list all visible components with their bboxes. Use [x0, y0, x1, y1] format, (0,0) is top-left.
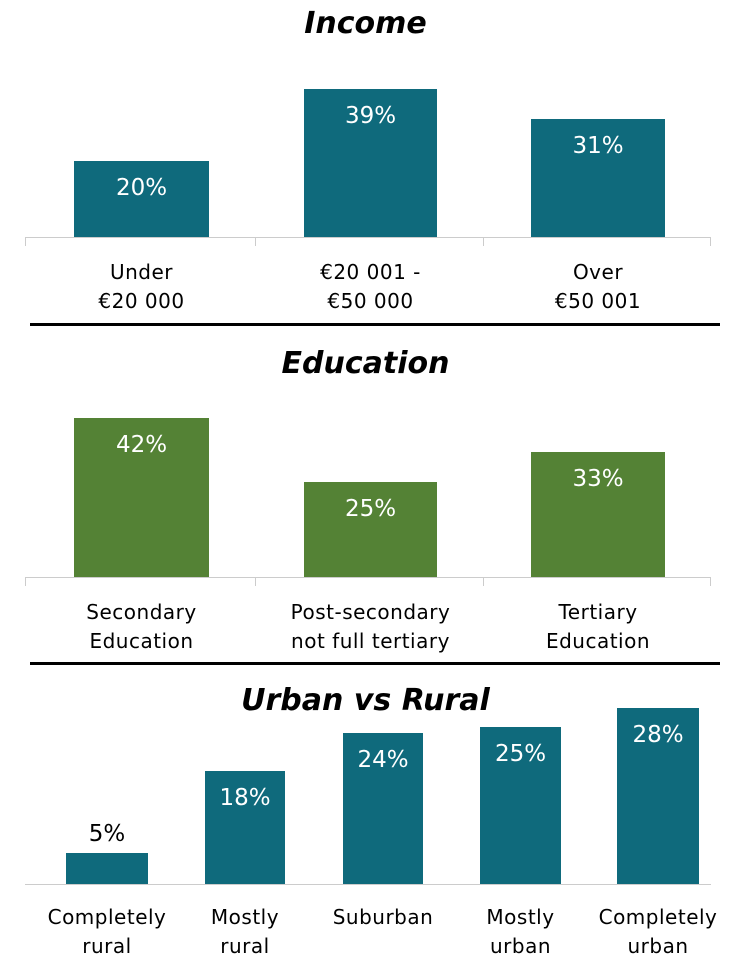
separator: [30, 662, 720, 665]
axis-tick: [255, 237, 256, 246]
value-label: 31%: [572, 133, 624, 160]
bar: [66, 852, 148, 884]
bar: [343, 732, 423, 884]
axis-tick: [710, 577, 711, 586]
category-label: Suburban: [332, 905, 434, 929]
value-label: 25%: [494, 740, 547, 767]
bar: [617, 707, 699, 884]
category-label: Secondary Education: [86, 600, 197, 653]
axis-tick: [483, 577, 484, 586]
bar: [205, 770, 285, 884]
chart-title: Income: [304, 6, 427, 41]
bar: [74, 417, 209, 577]
bar: [304, 482, 437, 577]
axis-line: [25, 577, 711, 578]
value-label: 5%: [88, 820, 126, 847]
chart-title: Urban vs Rural: [241, 683, 490, 718]
bar: [531, 451, 665, 577]
value-label: 20%: [115, 175, 168, 201]
bar: [304, 88, 437, 237]
axis-tick: [25, 237, 26, 246]
axis-tick: [710, 237, 711, 246]
value-label: 18%: [219, 784, 271, 811]
category-label: Over €50 001: [554, 260, 642, 313]
value-label: 33%: [572, 465, 624, 492]
axis-tick: [25, 577, 26, 586]
category-label: Tertiary Education: [545, 600, 651, 653]
bar: [531, 119, 665, 237]
axis-line: [25, 237, 711, 238]
bar: [480, 726, 561, 884]
category-label: Mostly urban: [486, 905, 555, 958]
category-label: Completely rural: [47, 905, 167, 958]
chart-title: Education: [281, 346, 450, 381]
value-label: 42%: [115, 431, 168, 458]
category-label: Completely urban: [598, 905, 718, 958]
separator: [30, 323, 720, 326]
value-label: 25%: [344, 496, 397, 523]
axis-tick: [255, 577, 256, 586]
category-label: Post-secondary not full tertiary: [290, 600, 451, 653]
value-label: 39%: [344, 102, 397, 129]
value-label: 24%: [357, 746, 409, 773]
value-label: 28%: [632, 721, 684, 748]
axis-line: [25, 884, 711, 885]
bar: [74, 161, 209, 237]
category-label: Under €20 000: [98, 260, 185, 313]
category-label: Mostly rural: [210, 905, 280, 958]
category-label: €20 001 - €50 000: [320, 260, 421, 313]
axis-tick: [483, 237, 484, 246]
